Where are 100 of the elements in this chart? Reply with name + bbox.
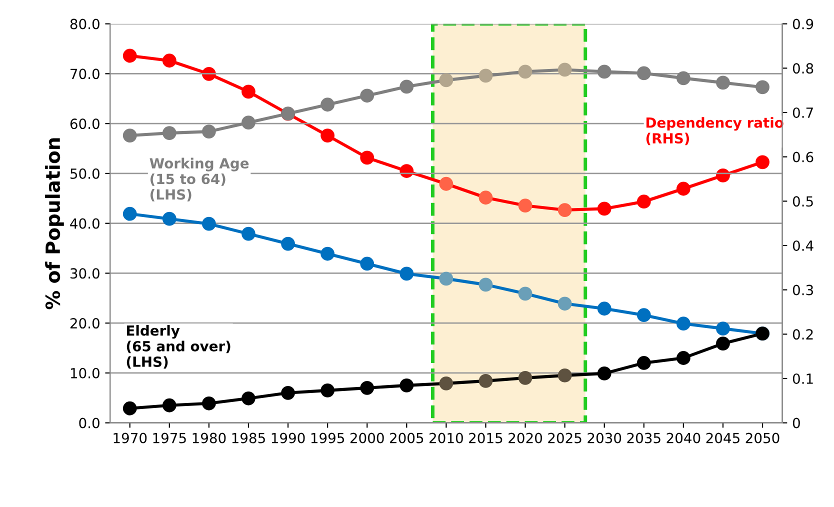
point	[558, 203, 572, 217]
y-tick-label: 80.0	[70, 18, 100, 30]
point	[478, 68, 493, 83]
point	[320, 246, 335, 261]
y-tick-label: 30.0	[70, 268, 100, 279]
point	[242, 116, 256, 130]
point	[162, 54, 176, 68]
point	[162, 126, 176, 140]
y-tick-label: 70.0	[70, 68, 100, 80]
text: Elderly (65 and over) (LHS)	[126, 325, 230, 369]
point	[320, 128, 335, 142]
point	[400, 80, 414, 94]
point	[478, 190, 493, 205]
y-tick-label: 10.0	[70, 368, 100, 378]
y-axis-title: % of Population	[45, 138, 64, 310]
x-tick-label: 2015	[469, 432, 502, 444]
point	[162, 212, 176, 226]
y2-tick-label: 0.2	[792, 329, 813, 340]
x-tick-label: 2040	[666, 432, 700, 444]
point	[478, 374, 493, 388]
point	[597, 202, 612, 216]
x-tick-label: 1975	[153, 432, 186, 444]
point	[676, 351, 690, 365]
point	[676, 71, 690, 86]
x-tick-label: 2030	[588, 432, 622, 444]
x-tick-label: 1985	[232, 432, 265, 444]
point	[518, 198, 532, 213]
point	[558, 368, 572, 382]
point	[360, 256, 374, 271]
x-tick-label: 1990	[272, 432, 305, 444]
y2-tick-label: 0.3	[792, 284, 813, 296]
point	[122, 128, 137, 142]
point	[558, 296, 572, 311]
point	[597, 302, 612, 316]
point	[400, 164, 414, 178]
x-tick-label: 2035	[627, 432, 660, 444]
point	[676, 316, 690, 331]
point	[281, 236, 295, 251]
y2-tick-label: 0.1	[792, 373, 813, 384]
point	[716, 168, 730, 182]
y2-tick-label: 0.5	[792, 196, 813, 207]
y-tick-label: 40.0	[70, 218, 100, 229]
point	[716, 336, 730, 350]
point	[320, 98, 335, 112]
point	[636, 194, 651, 209]
point	[281, 386, 295, 400]
point	[518, 64, 532, 79]
point	[122, 48, 137, 63]
x-tick-label: 2000	[350, 432, 384, 444]
y2-tick-label: 0.8	[792, 63, 814, 74]
point	[439, 272, 454, 286]
x-tick-label: 2020	[508, 432, 542, 444]
point	[122, 401, 137, 416]
point	[202, 216, 216, 231]
point	[716, 322, 730, 336]
point	[242, 226, 256, 241]
y-tick-label: 0.0	[79, 418, 100, 428]
point	[439, 73, 454, 88]
y2-tick-label: 0.9	[792, 18, 814, 30]
point	[636, 308, 651, 322]
point	[597, 366, 612, 380]
y2-tick-label: 0.7	[792, 107, 813, 118]
point	[597, 64, 612, 79]
point	[676, 182, 690, 196]
point	[518, 286, 532, 301]
point	[242, 84, 256, 99]
point	[636, 356, 651, 370]
point	[636, 66, 651, 80]
point	[320, 383, 335, 398]
x-tick-label: 2045	[706, 432, 740, 444]
y2-tick-label: 0	[792, 418, 800, 428]
point	[360, 88, 374, 103]
point	[360, 150, 374, 165]
point	[400, 378, 414, 392]
y2-tick-label: 0.4	[792, 240, 814, 251]
point	[242, 391, 256, 406]
x-tick-label: 1995	[311, 432, 344, 444]
point	[756, 155, 770, 170]
point	[202, 396, 216, 410]
x-tick-label: 2010	[430, 432, 463, 444]
point	[716, 76, 730, 90]
series-label: Working Age (15 to 64) (LHS)	[150, 158, 249, 202]
point	[518, 371, 532, 385]
point	[478, 278, 493, 292]
x-tick-label: 2050	[746, 432, 780, 444]
point	[558, 62, 572, 77]
point	[756, 80, 770, 94]
point	[439, 176, 454, 191]
point	[162, 398, 176, 412]
x-tick-label: 1980	[192, 432, 226, 444]
y-tick-label: 20.0	[70, 318, 100, 329]
y2-tick-label: 0.6	[792, 152, 814, 162]
point	[400, 266, 414, 281]
point	[360, 380, 374, 395]
x-tick-label: 2025	[548, 432, 582, 444]
series-label: Dependency ratio (RHS)	[646, 117, 784, 146]
point	[122, 206, 137, 221]
point	[202, 124, 216, 139]
y-tick-label: 50.0	[70, 168, 100, 179]
x-tick-label: 1970	[114, 432, 147, 444]
